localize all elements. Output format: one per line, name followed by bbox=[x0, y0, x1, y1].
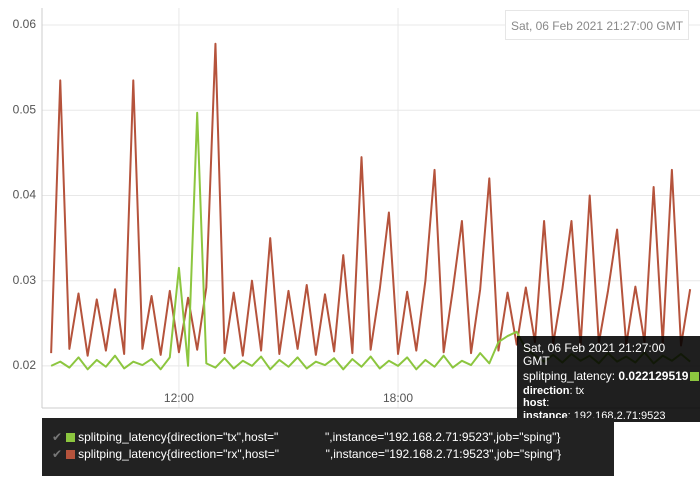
tooltip-time: Sat, 06 Feb 2021 21:27:00 GMT bbox=[523, 341, 666, 368]
y-tick-label: 0.06 bbox=[13, 17, 37, 31]
legend-swatch bbox=[66, 433, 76, 442]
legend-check: ✔ bbox=[52, 430, 63, 444]
tooltip: Sat, 06 Feb 2021 21:27:00 GMT splitping_… bbox=[517, 336, 700, 434]
grid bbox=[42, 8, 700, 408]
tooltip-label-key: host bbox=[523, 397, 547, 409]
y-tick-label: 0.03 bbox=[13, 273, 37, 287]
hover-time: Sat, 06 Feb 2021 21:27:00 GMT bbox=[505, 10, 689, 40]
tooltip-label: direction: tx bbox=[523, 384, 585, 397]
tooltip-value: 0.022129519 bbox=[618, 369, 689, 383]
tooltip-label: host: bbox=[523, 397, 550, 409]
legend-label: splitping_latency{direction="rx",host=" … bbox=[78, 447, 562, 461]
y-tick-label: 0.05 bbox=[13, 102, 37, 116]
series-line bbox=[50, 42, 692, 357]
legend-label: splitping_latency{direction="tx",host=" … bbox=[78, 430, 561, 444]
legend-check: ✔ bbox=[52, 447, 63, 461]
tooltip-metric: splitping_latency: bbox=[523, 369, 616, 383]
x-tick-label: 12:00 bbox=[164, 391, 194, 405]
y-tick-label: 0.04 bbox=[13, 188, 37, 202]
tooltip-value-row: splitping_latency: 0.022129519 bbox=[523, 369, 700, 383]
legend-item: ✔ splitping_latency{direction="tx",host="… bbox=[52, 429, 614, 446]
legend-item: ✔ splitping_latency{direction="rx",host="… bbox=[52, 446, 614, 463]
legend-swatch bbox=[66, 450, 76, 459]
tooltip-swatch bbox=[690, 372, 700, 382]
y-tick-label: 0.02 bbox=[13, 358, 37, 372]
plot bbox=[50, 42, 692, 371]
tooltip-label-key: direction bbox=[523, 384, 570, 397]
legend: ✔ splitping_latency{direction="tx",host="… bbox=[42, 418, 614, 476]
x-tick-label: 18:00 bbox=[383, 391, 413, 405]
tooltip-label-value: tx bbox=[575, 384, 585, 397]
